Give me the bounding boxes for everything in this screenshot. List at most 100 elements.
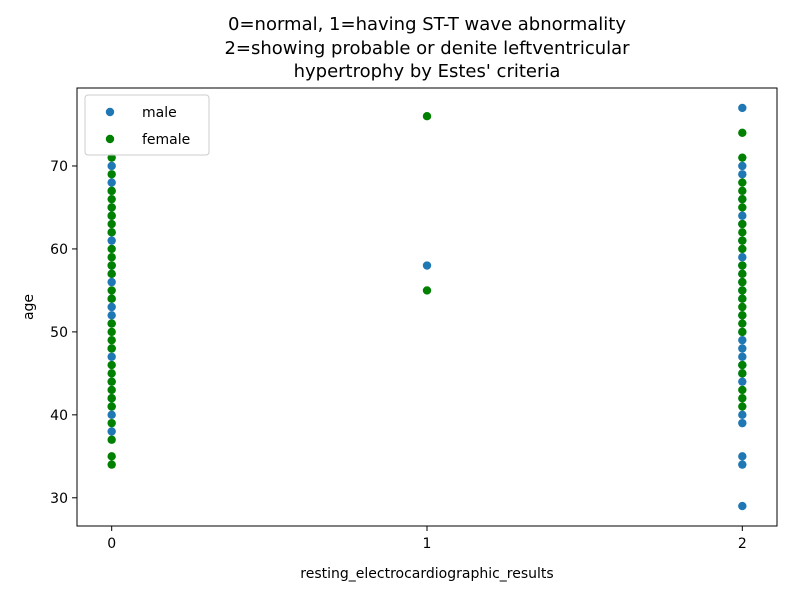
female-point: [107, 435, 116, 444]
male-point: [107, 410, 116, 420]
female-point: [738, 311, 747, 320]
male-point: [738, 501, 747, 511]
y-tick-label: 50: [50, 325, 68, 341]
legend-label-male: male: [142, 105, 177, 121]
female-point: [107, 319, 116, 328]
female-point: [738, 153, 747, 162]
female-point: [107, 327, 116, 337]
female-point: [738, 302, 747, 312]
male-point: [738, 418, 747, 428]
x-axis-ticks: 0 1 2: [107, 526, 747, 552]
title-line-2: 2=showing probable or denite leftventric…: [224, 38, 630, 59]
chart-title: 0=normal, 1=having ST-T wave abnormality…: [224, 14, 630, 82]
female-point: [107, 219, 116, 229]
female-point: [422, 112, 432, 121]
female-point: [107, 402, 116, 411]
female-point: [738, 244, 747, 254]
female-point: [738, 228, 747, 237]
male-point: [738, 253, 747, 262]
female-point: [107, 344, 116, 353]
male-point: [738, 335, 747, 345]
male-point: [738, 344, 747, 353]
legend-label-female: female: [142, 132, 190, 148]
female-point: [107, 394, 116, 403]
female-point: [738, 236, 747, 245]
female-point: [107, 377, 116, 386]
title-line-3: hypertrophy by Estes' criteria: [294, 61, 561, 82]
female-point: [738, 394, 747, 403]
female-point: [107, 194, 116, 204]
legend: male female: [84, 94, 210, 156]
female-point: [107, 203, 116, 212]
y-axis-ticks: 30 40 50 60 70: [50, 159, 77, 507]
female-point: [422, 286, 432, 295]
female-point: [107, 170, 116, 179]
female-point: [107, 286, 116, 295]
x-tick-label: 1: [423, 536, 432, 552]
male-point: [107, 352, 116, 361]
y-tick-label: 30: [50, 491, 68, 507]
y-tick-label: 70: [50, 159, 68, 175]
male-point: [738, 377, 747, 386]
male-point: [738, 352, 747, 361]
y-axis-label: age: [21, 294, 37, 320]
female-point: [738, 194, 747, 204]
male-point: [738, 410, 747, 420]
female-point: [107, 418, 116, 428]
x-tick-label: 2: [738, 536, 747, 552]
male-point: [738, 170, 747, 179]
male-point: [107, 427, 116, 436]
female-point: [738, 219, 747, 229]
female-point: [738, 269, 747, 279]
y-tick-label: 40: [50, 408, 68, 424]
female-point: [738, 186, 747, 196]
female-point: [107, 211, 116, 220]
male-point: [107, 236, 116, 245]
male-point: [738, 161, 747, 171]
female-point: [738, 402, 747, 411]
female-point: [738, 327, 747, 337]
legend-marker-male: [105, 107, 115, 117]
female-point: [107, 294, 116, 303]
female-point: [107, 186, 116, 196]
female-point: [738, 203, 747, 212]
male-point: [107, 161, 116, 171]
female-point: [738, 360, 747, 370]
female-point: [738, 178, 747, 187]
title-line-1: 0=normal, 1=having ST-T wave abnormality: [228, 14, 626, 35]
female-point: [107, 452, 116, 461]
female-point: [738, 385, 747, 395]
female-point: [738, 261, 747, 270]
male-point: [738, 452, 747, 461]
female-point: [738, 369, 747, 378]
female-point: [738, 294, 747, 303]
female-point: [107, 385, 116, 395]
female-point: [738, 319, 747, 328]
points-layer: [107, 103, 747, 511]
male-point: [107, 277, 116, 287]
male-point: [107, 178, 116, 187]
female-point: [107, 244, 116, 254]
male-point: [738, 460, 747, 469]
female-point: [107, 261, 116, 270]
male-point: [107, 311, 116, 320]
female-point: [738, 277, 747, 287]
female-point: [107, 335, 116, 345]
legend-box: [84, 94, 210, 156]
female-point: [107, 228, 116, 237]
female-point: [107, 460, 116, 469]
female-point: [107, 253, 116, 262]
female-point: [107, 269, 116, 279]
female-point: [107, 360, 116, 370]
male-point: [738, 103, 747, 113]
male-point: [738, 211, 747, 220]
female-point: [107, 153, 116, 162]
male-point: [107, 302, 116, 312]
female-point: [107, 369, 116, 378]
legend-marker-female: [105, 134, 115, 144]
x-axis-label: resting_electrocardiographic_results: [300, 566, 553, 582]
female-point: [738, 286, 747, 295]
male-point: [422, 261, 432, 270]
female-point: [738, 128, 747, 137]
